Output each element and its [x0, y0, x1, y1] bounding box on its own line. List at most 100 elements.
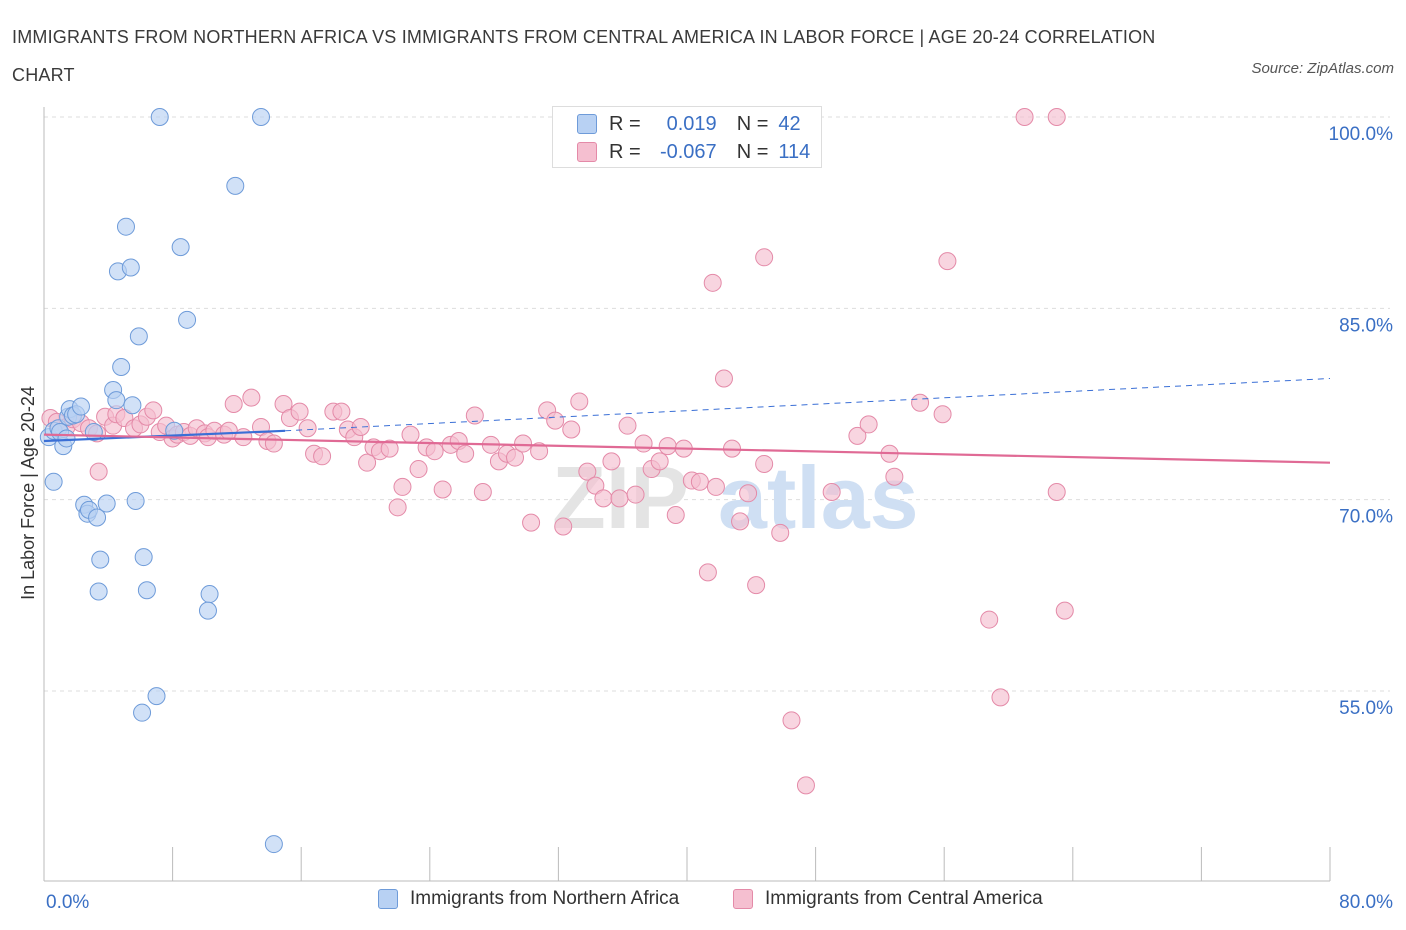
point-central-america	[313, 447, 332, 466]
point-central-america	[991, 688, 1010, 707]
stats-r-value: -0.067	[659, 140, 717, 163]
point-northern-africa	[97, 494, 116, 513]
point-central-america	[610, 489, 629, 508]
point-northern-africa	[112, 358, 131, 377]
point-northern-africa	[198, 601, 217, 620]
point-central-america	[796, 776, 815, 795]
point-central-america	[586, 476, 605, 495]
point-central-america	[658, 437, 677, 456]
y-tick-label: 100.0%	[1329, 124, 1394, 145]
point-central-america	[859, 415, 878, 434]
stats-legend: R = 0.019 N = 42 R = -0.067 N = 114	[552, 106, 822, 168]
point-northern-africa	[226, 176, 245, 195]
point-central-america	[634, 434, 653, 453]
point-central-america	[332, 402, 351, 421]
legend-item-northern-africa[interactable]: Immigrants from Northern Africa	[378, 888, 679, 910]
point-central-america	[739, 484, 758, 503]
point-northern-africa	[88, 508, 107, 527]
x-tick-label: 0.0%	[46, 892, 89, 913]
stats-r-label: R =	[609, 140, 641, 163]
legend-label: Immigrants from Northern Africa	[410, 888, 680, 909]
point-central-america	[290, 402, 309, 421]
stats-n-value: 42	[778, 112, 801, 135]
point-northern-africa	[57, 429, 76, 448]
point-central-america	[562, 420, 581, 439]
point-central-america	[885, 467, 904, 486]
point-central-america	[938, 252, 957, 271]
point-central-america	[433, 480, 452, 499]
point-northern-africa	[121, 258, 140, 277]
y-tick-label: 55.0%	[1339, 698, 1393, 719]
y-axis-label: In Labor Force | Age 20-24	[18, 386, 38, 600]
tick-label-layer: 100.0% 85.0% 70.0% 55.0% 0.0% 80.0%	[46, 124, 1393, 913]
point-central-america	[554, 517, 573, 536]
point-northern-africa	[200, 585, 219, 604]
point-central-america	[594, 489, 613, 508]
point-central-america	[298, 419, 317, 438]
point-northern-africa	[133, 703, 152, 722]
point-central-america	[980, 610, 999, 629]
point-northern-africa	[107, 391, 126, 410]
point-central-america	[602, 452, 621, 471]
trend-line-northern-africa-dashed	[285, 377, 1331, 432]
point-central-america	[822, 483, 841, 502]
point-central-america	[666, 505, 685, 524]
point-central-america	[530, 442, 549, 461]
point-central-america	[242, 388, 261, 407]
point-central-america	[1055, 601, 1074, 620]
trend-line-northern-africa	[43, 429, 286, 443]
point-central-america	[473, 483, 492, 502]
point-central-america	[224, 395, 243, 413]
bottom-legend: Immigrants from Northern Africa Immigran…	[0, 888, 1406, 918]
point-northern-africa	[134, 548, 153, 567]
stats-n-label: N =	[736, 112, 769, 135]
chart-source: Source: ZipAtlas.com	[1251, 60, 1394, 77]
point-central-america	[618, 416, 637, 435]
point-central-america	[570, 392, 589, 411]
legend-label: Immigrants from Central America	[765, 888, 1043, 909]
axis-layer	[43, 107, 1331, 882]
point-central-america	[714, 369, 733, 388]
point-central-america	[706, 477, 725, 496]
point-central-america	[731, 512, 750, 531]
point-northern-africa	[71, 397, 90, 416]
point-northern-africa	[91, 550, 110, 569]
point-central-america	[514, 434, 533, 453]
point-northern-africa	[129, 327, 148, 346]
point-central-america	[409, 460, 428, 479]
points-northern-africa	[39, 108, 283, 854]
point-central-america	[911, 393, 930, 412]
point-central-america	[698, 563, 717, 582]
point-central-america	[755, 248, 774, 267]
point-northern-africa	[178, 310, 197, 329]
point-central-america	[456, 444, 475, 463]
point-central-america	[144, 401, 163, 420]
trend-line-central-america	[43, 433, 1331, 464]
legend-swatch-pink	[733, 889, 753, 909]
point-central-america	[505, 448, 524, 467]
stats-n-value: 114	[778, 140, 811, 163]
point-central-america	[393, 477, 412, 496]
point-central-america	[388, 498, 407, 517]
point-northern-africa	[123, 396, 142, 415]
point-central-america	[546, 411, 565, 430]
point-central-america	[650, 452, 669, 471]
point-central-america	[89, 462, 108, 481]
point-central-america	[690, 472, 709, 491]
point-central-america	[425, 442, 444, 461]
point-central-america	[380, 439, 399, 458]
point-northern-africa	[171, 238, 190, 257]
stats-r-label: R =	[609, 112, 641, 135]
point-central-america	[465, 406, 484, 425]
stats-swatch-blue	[577, 114, 597, 134]
point-northern-africa	[147, 687, 166, 706]
point-northern-africa	[116, 217, 135, 236]
stats-row-central-america: R = -0.067 N = 114	[577, 138, 810, 166]
point-northern-africa	[44, 472, 63, 491]
points-central-america	[41, 108, 1074, 795]
point-central-america	[782, 711, 801, 730]
point-central-america	[264, 434, 283, 453]
y-tick-label: 85.0%	[1339, 315, 1393, 336]
legend-item-central-america[interactable]: Immigrants from Central America	[733, 888, 1043, 910]
point-central-america	[1047, 483, 1066, 502]
